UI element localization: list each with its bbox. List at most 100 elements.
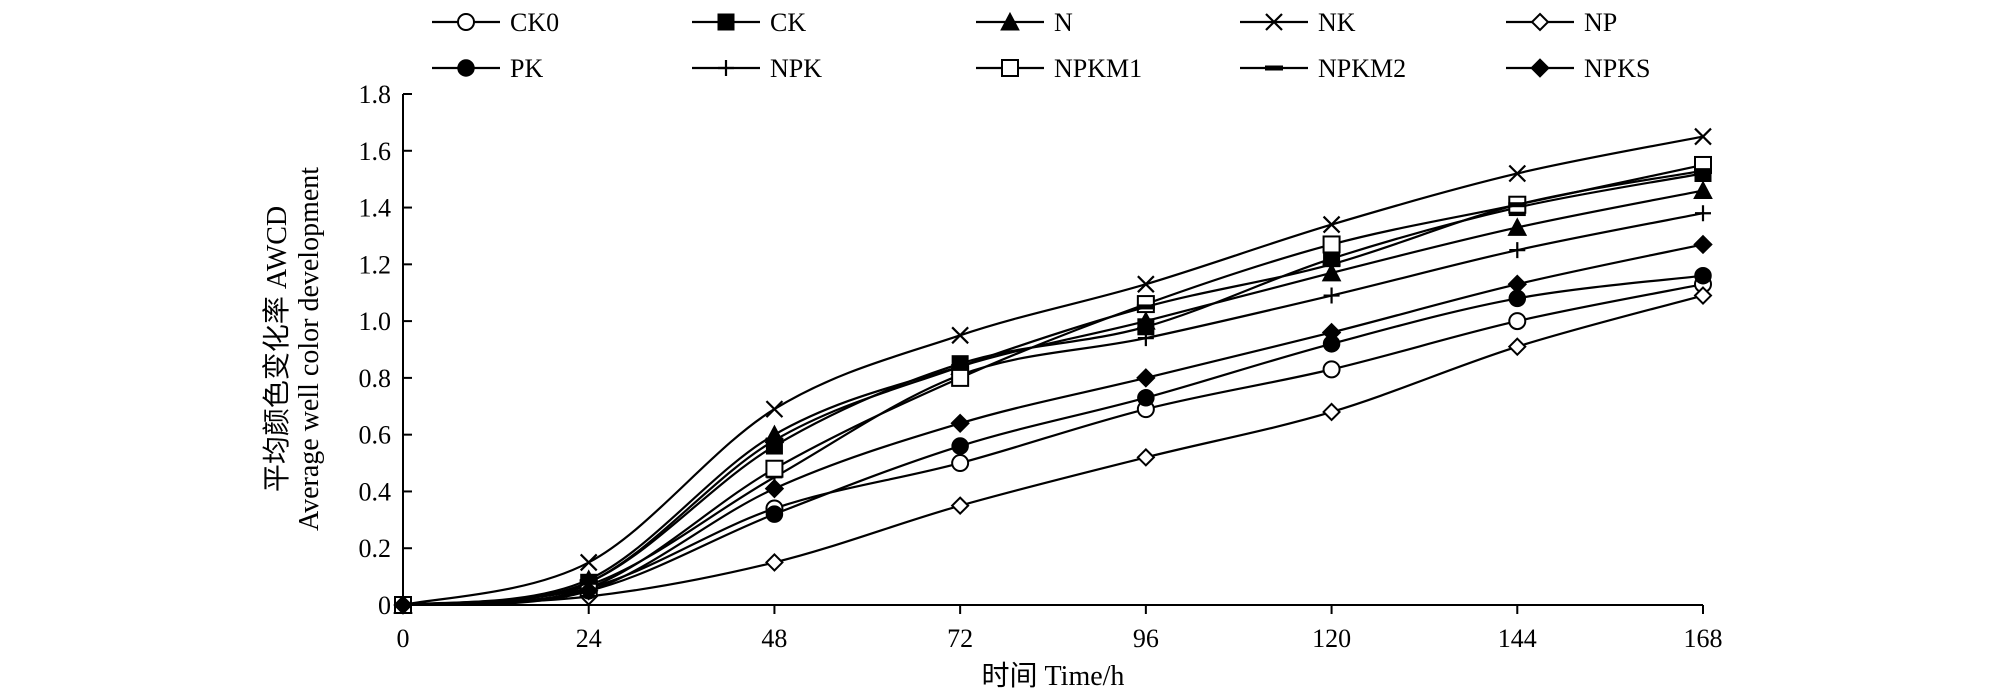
series-line-nk <box>402 135 1704 607</box>
data-point-npks <box>764 478 785 499</box>
data-point-npkm2 <box>951 364 970 370</box>
legend-marker-ck <box>717 13 735 31</box>
series-line-npks <box>402 243 1704 607</box>
legend-label: NK <box>1318 8 1356 37</box>
legend-label: NPKM2 <box>1318 54 1406 83</box>
legend-item-nk: NK <box>1240 8 1356 37</box>
x-tick-label: 72 <box>947 624 973 653</box>
data-point-npkm1 <box>1136 295 1155 314</box>
data-point-npkm1 <box>765 459 784 478</box>
legend-marker-pk <box>457 59 475 77</box>
data-point-n <box>1321 262 1342 282</box>
y-ticks: 0 0.2 0.4 0.6 0.8 1.0 1.2 1.4 1.6 1.8 <box>359 80 412 620</box>
legend-item-ck0: CK0 <box>432 8 559 37</box>
legend-item-npkm1: NPKM1 <box>976 54 1142 83</box>
data-point-nk <box>579 553 598 572</box>
data-point-ck0 <box>951 454 970 473</box>
data-point-n <box>1507 217 1528 236</box>
legend-item-npk: NPK <box>692 54 822 83</box>
y-tick-label: 1.0 <box>359 307 392 336</box>
data-point-nk <box>951 326 969 345</box>
x-ticks: 0 24 48 72 96 120 144 168 <box>397 605 1723 653</box>
x-tick-label: 0 <box>397 624 410 653</box>
legend-item-npks: NPKS <box>1506 54 1650 83</box>
legend-label: PK <box>510 54 543 83</box>
x-tick-label: 168 <box>1684 624 1723 653</box>
y-tick-label: 0.6 <box>359 421 392 450</box>
data-point-pk <box>951 437 969 455</box>
x-tick-label: 120 <box>1312 624 1351 653</box>
data-point-nk <box>765 400 784 418</box>
data-point-ck0 <box>1508 312 1527 331</box>
legend-item-np: NP <box>1506 8 1617 37</box>
legend-label: CK0 <box>510 8 559 37</box>
series-np <box>393 286 1713 615</box>
series-nk <box>394 127 1712 614</box>
legend-label: NPKS <box>1584 54 1650 83</box>
series-line-npkm1 <box>402 163 1704 607</box>
series-n <box>393 180 1713 614</box>
data-point-npks <box>579 581 599 601</box>
x-tick-label: 96 <box>1133 624 1159 653</box>
legend-marker-n <box>1000 11 1020 31</box>
legend-item-ck: CK <box>692 8 806 37</box>
y-tick-label: 0.2 <box>359 534 392 563</box>
legend-label: N <box>1054 8 1073 37</box>
data-point-pk <box>1137 389 1155 407</box>
legend-marker-npk <box>718 60 734 76</box>
data-point-npkm2 <box>1322 261 1341 267</box>
data-point-npkm2 <box>1508 202 1527 208</box>
series-line-np <box>402 294 1704 607</box>
legend-marker-np <box>1530 12 1550 32</box>
legend-item-pk: PK <box>432 54 543 83</box>
series-line-ck <box>402 172 1704 607</box>
legend-label: CK <box>770 8 806 37</box>
y-axis-title-cn: 平均颜色变化率 AWCD <box>261 206 293 492</box>
data-point-npks <box>1693 234 1713 255</box>
data-point-npks <box>1321 322 1342 343</box>
y-tick-label: 1.2 <box>359 250 392 279</box>
data-point-pk <box>1694 266 1712 285</box>
legend: CK0 CK N NK NP PK NPK NPKM1 NPKM2 NPKS <box>432 8 1650 83</box>
legend-marker-ck0 <box>457 13 475 31</box>
data-point-npk <box>1323 287 1340 304</box>
data-point-npkm2 <box>765 437 784 443</box>
data-point-npks <box>393 595 413 615</box>
legend-item-n: N <box>976 8 1073 37</box>
legend-marker-npkm1 <box>1001 59 1019 77</box>
y-tick-label: 1.8 <box>359 80 392 109</box>
data-point-np <box>1136 447 1156 467</box>
y-tick-label: 1.4 <box>359 194 392 223</box>
data-point-nk <box>1137 275 1155 293</box>
series-line-npkm2 <box>402 169 1704 607</box>
data-point-npkm2 <box>1136 304 1155 310</box>
data-point-npkm2 <box>1694 168 1712 174</box>
y-tick-label: 0.4 <box>359 477 392 506</box>
legend-marker-nk <box>1265 13 1283 31</box>
data-point-npkm1 <box>951 368 970 387</box>
data-point-nk <box>1508 164 1527 183</box>
data-point-nk <box>1322 215 1341 234</box>
data-point-npk <box>1695 205 1711 222</box>
x-tick-label: 24 <box>576 624 602 653</box>
data-point-np <box>1693 286 1713 305</box>
series-line-ck0 <box>402 283 1704 607</box>
data-point-np <box>1507 337 1527 357</box>
y-tick-label: 1.6 <box>359 137 392 166</box>
series-npk <box>395 205 1711 613</box>
data-point-nk <box>1694 127 1712 146</box>
data-point-npk <box>1137 330 1154 347</box>
series-npks <box>393 234 1713 615</box>
data-point-ck0 <box>1322 360 1341 379</box>
data-point-np <box>1322 402 1341 422</box>
data-point-npkm1 <box>1322 235 1341 254</box>
x-tick-label: 48 <box>761 624 787 653</box>
data-point-n <box>1693 180 1713 200</box>
legend-label: NPKM1 <box>1054 54 1142 83</box>
y-axis-title-en: Average well color development <box>294 167 325 531</box>
legend-label: NP <box>1584 8 1617 37</box>
x-axis-title: 时间 Time/h <box>982 660 1125 692</box>
legend-label: NPK <box>770 54 822 83</box>
series-line-npk <box>402 212 1704 607</box>
